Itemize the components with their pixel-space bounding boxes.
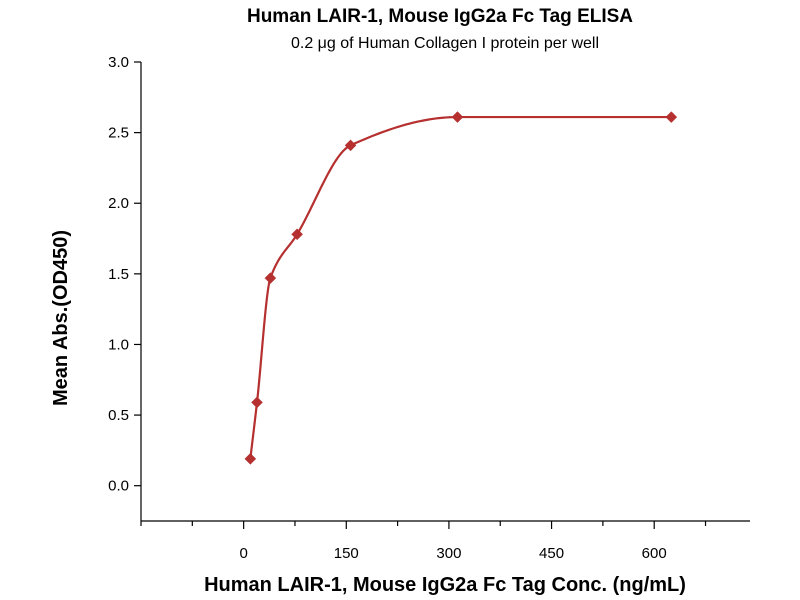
data-point: [451, 111, 464, 123]
x-tick-label: 0: [239, 545, 247, 562]
chart-title: Human LAIR-1, Mouse IgG2a Fc Tag ELISA: [247, 6, 633, 27]
data-point: [264, 272, 277, 284]
y-tick-label: 2.5: [108, 125, 129, 142]
fit-curve-layer: [249, 115, 672, 459]
data-point: [344, 139, 357, 152]
y-tick-label: 0.0: [108, 478, 129, 495]
chart-subtitle: 0.2 μg of Human Collagen I protein per w…: [291, 35, 599, 52]
y-tick-label: 0.5: [108, 407, 129, 424]
tick-marks: [134, 61, 707, 529]
y-tick-label: 1.0: [108, 336, 129, 353]
data-point: [244, 453, 257, 465]
x-tick-label: 600: [642, 545, 667, 562]
x-tick-label: 450: [539, 545, 564, 562]
y-tick-label: 2.0: [108, 195, 129, 212]
data-points: [244, 111, 678, 465]
y-tick-label: 1.5: [108, 266, 129, 283]
x-tick-label: 150: [334, 545, 359, 562]
x-axis-label: Human LAIR-1, Mouse IgG2a Fc Tag Conc. (…: [204, 574, 686, 596]
y-tick-label: 3.0: [108, 54, 129, 71]
axes: [140, 62, 750, 522]
tick-labels: 0.0 0.5 1.0 1.5 2.0 2.5 3.0 0 150 300 450 600: [108, 54, 667, 562]
data-point: [291, 228, 303, 241]
data-point: [251, 396, 263, 409]
y-axis-label: Mean Abs.(OD450): [50, 230, 72, 406]
data-point: [665, 111, 678, 123]
fit-curve: [249, 115, 672, 459]
x-tick-label: 300: [436, 545, 461, 562]
